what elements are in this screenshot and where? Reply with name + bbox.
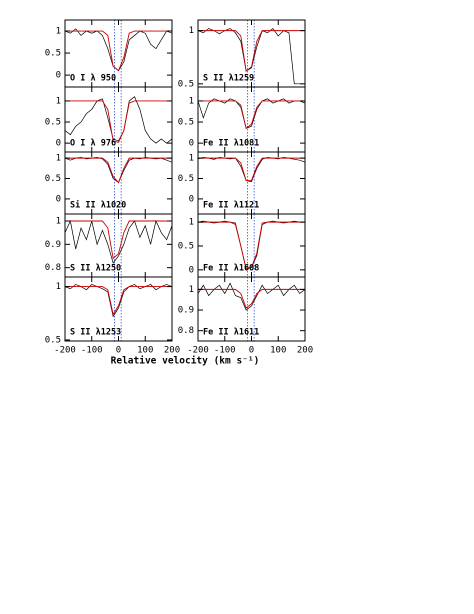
spectrum — [65, 28, 172, 72]
model-fit — [65, 157, 172, 184]
x-tick-label: 100 — [137, 346, 153, 356]
y-tick-label: 1 — [189, 26, 194, 36]
panel — [198, 214, 305, 277]
panel — [65, 20, 172, 87]
y-tick-label: 1 — [189, 218, 194, 228]
y-tick-label: 0.5 — [45, 118, 61, 128]
model-fit — [65, 220, 172, 260]
model-fit — [198, 221, 305, 270]
panel — [65, 87, 172, 152]
model-fit — [65, 100, 172, 143]
model-fit — [198, 100, 305, 130]
x-tick-label: -100 — [214, 346, 236, 356]
line-label: O I λ 950 — [70, 74, 116, 84]
x-tick-label: 100 — [270, 346, 286, 356]
y-tick-label: 1 — [56, 217, 61, 227]
y-tick-label: 0.5 — [178, 174, 194, 184]
spectrum — [198, 156, 305, 183]
panel — [198, 277, 305, 341]
spectrum — [198, 282, 305, 311]
panel — [198, 20, 305, 87]
panel — [198, 87, 305, 152]
y-tick-label: 1 — [189, 96, 194, 106]
y-tick-label: 1 — [56, 96, 61, 106]
line-label: S II λ1259 — [203, 74, 254, 84]
y-tick-label: 0 — [189, 265, 194, 275]
spectrum — [198, 220, 305, 270]
y-tick-label: 1 — [56, 154, 61, 164]
line-label: Fe II λ1611 — [203, 328, 259, 338]
spectrum — [65, 284, 172, 318]
model-fit — [65, 30, 172, 72]
y-tick-label: 0.5 — [45, 335, 61, 345]
y-tick-label: 1 — [189, 285, 194, 295]
x-tick-label: 200 — [297, 346, 313, 356]
y-tick-label: 1 — [56, 282, 61, 292]
line-label: Si II λ1020 — [70, 200, 126, 211]
y-tick-label: 0.8 — [45, 263, 61, 273]
spectrum — [198, 98, 305, 129]
x-tick-label: -100 — [81, 346, 103, 356]
line-label: Fe II λ1608 — [203, 264, 259, 274]
y-tick-label: 0.8 — [178, 326, 194, 336]
y-tick-label: 1 — [189, 154, 194, 164]
x-tick-label: -200 — [187, 346, 209, 356]
line-label: Fe II λ1121 — [203, 201, 259, 211]
y-tick-label: 0.5 — [178, 79, 194, 89]
x-tick-label: -200 — [54, 346, 76, 356]
y-tick-label: 1 — [56, 27, 61, 37]
y-tick-label: 0.5 — [45, 174, 61, 184]
y-tick-label: 0 — [189, 194, 194, 204]
spectrum — [198, 28, 305, 85]
y-tick-label: 0.9 — [45, 240, 61, 250]
y-tick-label: 0.9 — [178, 306, 194, 316]
y-tick-label: 0 — [56, 71, 61, 81]
model-fit — [198, 288, 305, 309]
line-label: S II λ1250 — [70, 264, 121, 274]
spectrum — [65, 156, 172, 184]
y-tick-label: 0 — [56, 139, 61, 149]
line-label: Fe II λ1081 — [203, 139, 259, 149]
panel — [198, 152, 305, 214]
line-label: S II λ1253 — [70, 328, 121, 338]
y-tick-label: 0 — [56, 194, 61, 204]
y-tick-label: 0.5 — [45, 49, 61, 59]
panel — [65, 277, 172, 341]
y-tick-label: 0.5 — [178, 118, 194, 128]
model-fit — [198, 30, 305, 72]
x-tick-label: 0 — [249, 346, 254, 356]
spectrum — [65, 219, 172, 264]
x-tick-label: 200 — [164, 346, 180, 356]
y-tick-label: 0 — [189, 139, 194, 149]
model-fit — [198, 157, 305, 182]
x-axis-label: Relative velocity (km s⁻¹) — [111, 356, 260, 367]
model-fit — [65, 286, 172, 316]
y-tick-label: 0.5 — [178, 241, 194, 251]
panel — [65, 152, 172, 214]
spectrum — [65, 96, 172, 144]
x-tick-label: 0 — [116, 346, 121, 356]
panel — [65, 214, 172, 277]
line-label: O I λ 976 — [70, 139, 116, 149]
